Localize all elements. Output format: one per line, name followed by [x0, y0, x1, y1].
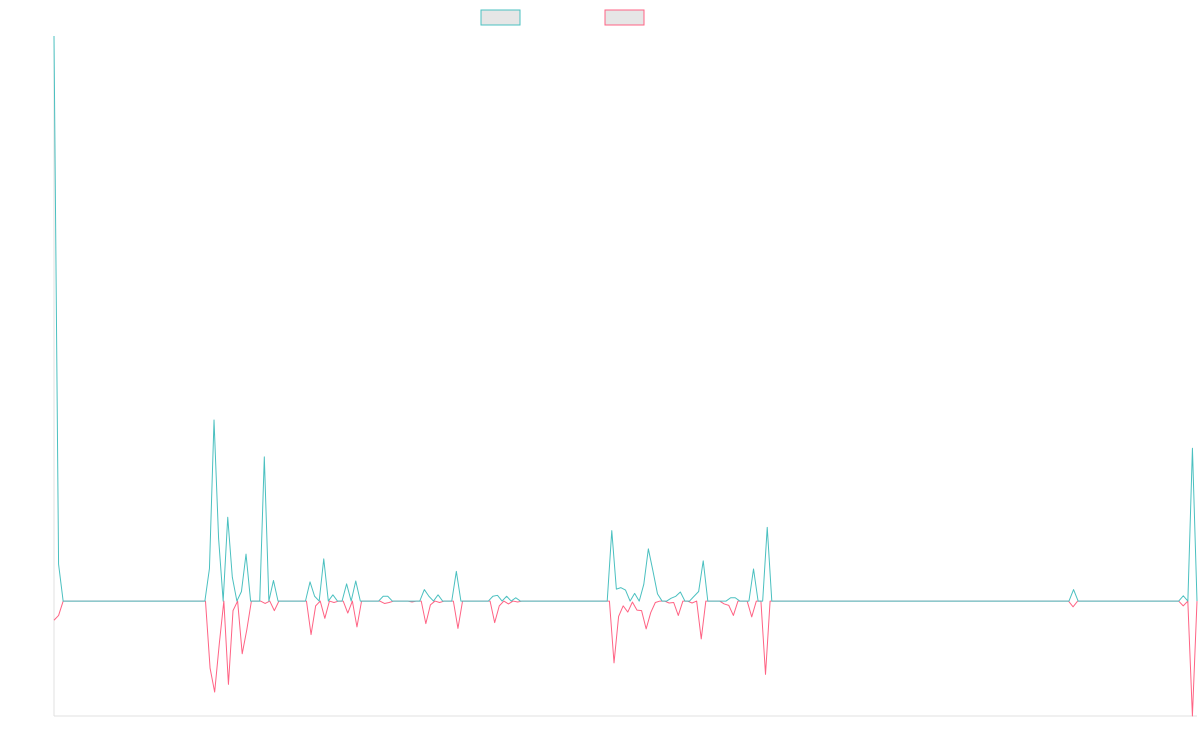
legend-swatch-series-a[interactable]: [480, 9, 521, 26]
legend-swatch-series-b[interactable]: [604, 9, 645, 26]
series-group: [53, 35, 1198, 717]
legend: [480, 9, 645, 26]
series-line-b: [53, 600, 1198, 717]
axes: [53, 36, 1197, 717]
series-line-a: [53, 35, 1198, 602]
